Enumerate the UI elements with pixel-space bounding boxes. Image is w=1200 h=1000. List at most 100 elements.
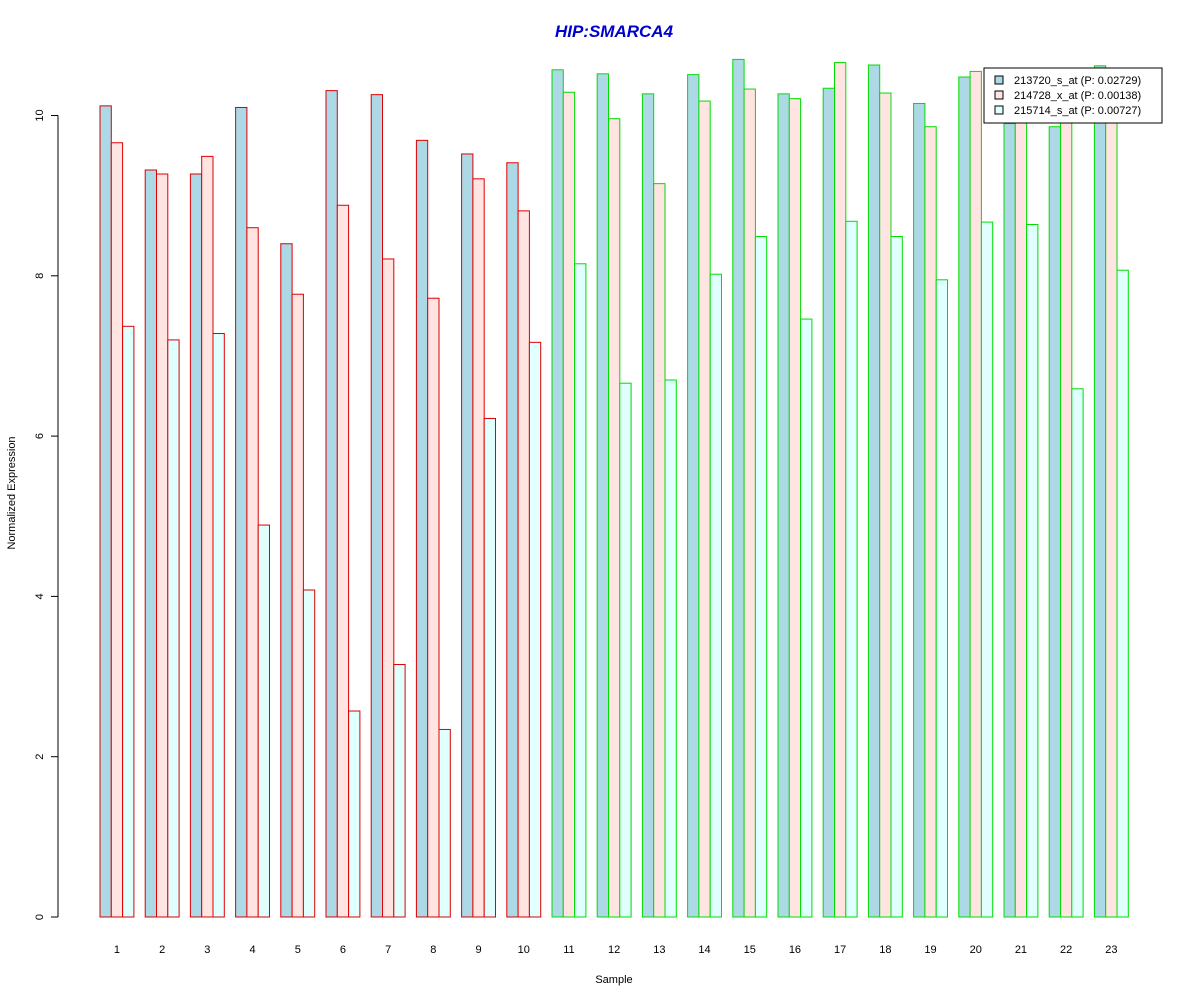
bar <box>201 155 214 918</box>
bar <box>336 204 350 918</box>
bar-group <box>867 64 903 918</box>
x-tick-label: 1 <box>114 944 120 956</box>
bar <box>1003 123 1016 918</box>
y-axis: 0 2 4 6 8 10 <box>34 109 59 920</box>
bar <box>144 169 157 918</box>
x-tick-label: 20 <box>970 944 982 956</box>
bar-group <box>913 102 949 918</box>
bar <box>664 379 677 918</box>
chart-title: HIP:SMARCA4 <box>555 22 674 41</box>
bar-group <box>325 90 361 918</box>
bar <box>302 589 316 918</box>
bar <box>506 162 519 918</box>
legend-entry: 213720_s_at (P: 0.02729) <box>1014 75 1141 87</box>
legend-swatch <box>994 105 1004 115</box>
x-tick-label: 5 <box>295 944 301 956</box>
bar <box>348 710 361 918</box>
bar <box>1014 82 1028 918</box>
bar <box>687 74 700 918</box>
bar <box>461 153 474 918</box>
bar-group <box>551 69 587 918</box>
bar <box>156 173 169 918</box>
bar <box>1093 65 1107 918</box>
bar <box>122 325 135 918</box>
bar <box>969 70 982 918</box>
bar-group <box>596 73 632 918</box>
bar <box>189 173 203 918</box>
bar <box>619 382 632 918</box>
bar <box>257 524 271 918</box>
bar <box>167 339 180 918</box>
bar <box>246 227 259 918</box>
bar-group <box>189 155 225 918</box>
y-tick-label: 8 <box>34 273 46 279</box>
bar <box>800 318 813 918</box>
bar <box>280 243 293 918</box>
bar-group <box>235 106 271 918</box>
x-tick-label: 9 <box>475 944 481 956</box>
bar <box>867 64 881 918</box>
x-tick-label: 7 <box>385 944 391 956</box>
y-tick-label: 4 <box>34 593 46 599</box>
x-tick-label: 19 <box>924 944 936 956</box>
x-tick-label: 21 <box>1015 944 1027 956</box>
legend-swatch <box>994 75 1004 85</box>
x-tick-label: 16 <box>789 944 801 956</box>
bar <box>1105 98 1118 918</box>
bar <box>1026 224 1039 918</box>
bar <box>754 236 768 918</box>
bar <box>99 105 112 918</box>
x-tick-label: 4 <box>249 944 255 956</box>
y-tick-label: 2 <box>34 754 46 760</box>
bar <box>427 297 440 918</box>
x-tick-label: 17 <box>834 944 846 956</box>
x-tick-label: 11 <box>563 944 574 956</box>
bar <box>709 273 723 918</box>
bar <box>890 236 903 918</box>
x-tick-label: 22 <box>1060 944 1072 956</box>
bar <box>1116 269 1129 918</box>
bar-group <box>687 74 723 918</box>
bar <box>641 93 655 918</box>
legend: 213720_s_at (P: 0.02729) 214728_x_at (P: … <box>983 67 1163 124</box>
bar-group <box>415 139 451 918</box>
bar <box>845 220 858 918</box>
bar-group <box>641 93 677 918</box>
bar <box>1048 126 1061 918</box>
legend-entry: 215714_s_at (P: 0.00727) <box>1014 105 1141 117</box>
bar <box>562 91 576 918</box>
x-tick-label: 10 <box>518 944 530 956</box>
bar <box>212 333 225 918</box>
bar <box>517 210 530 918</box>
bar <box>528 341 542 918</box>
bar-group <box>370 94 406 918</box>
y-tick-label: 0 <box>34 914 46 920</box>
bar <box>980 221 994 918</box>
bar-group <box>99 105 135 918</box>
x-tick-label: 18 <box>879 944 891 956</box>
bar <box>438 728 451 918</box>
bar <box>958 76 971 918</box>
bar <box>415 139 429 918</box>
bar <box>325 90 338 918</box>
x-tick-label: 3 <box>204 944 210 956</box>
bar <box>743 88 756 918</box>
x-tick-label: 6 <box>340 944 346 956</box>
bar <box>393 664 406 918</box>
bar <box>608 118 621 918</box>
bar <box>291 293 304 918</box>
bar-group <box>280 243 316 918</box>
bar-series-group <box>99 58 1129 918</box>
x-axis: 1 2 3 4 5 6 7 8 9 10 11 12 13 14 15 16 17 18 19 20 21 22 23 <box>114 944 1118 956</box>
bar-group <box>958 70 994 918</box>
bar <box>935 279 949 918</box>
bar <box>596 73 610 918</box>
legend-swatch <box>994 90 1004 100</box>
bar <box>913 102 926 918</box>
bar-group <box>777 93 813 918</box>
bar <box>382 258 395 918</box>
y-axis-label: Normalized Expression <box>6 436 18 549</box>
bar <box>822 87 836 918</box>
x-tick-label: 2 <box>159 944 165 956</box>
